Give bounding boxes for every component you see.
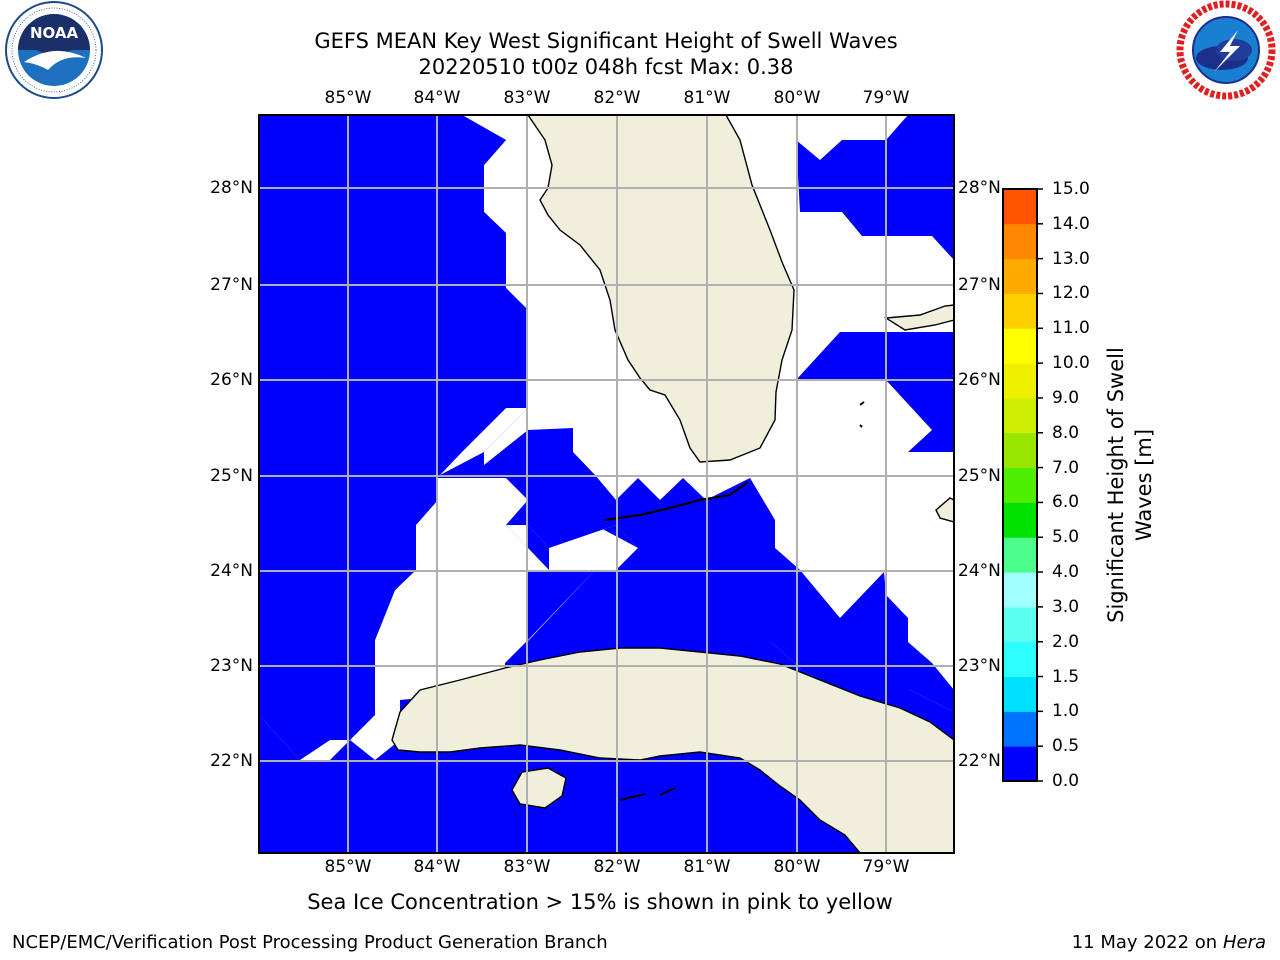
lat-label: 23°N	[210, 656, 253, 676]
land-cuba	[391, 647, 954, 853]
lat-label: 23°N	[958, 656, 1001, 676]
colorbar-tick-label: 14.0	[1052, 213, 1090, 234]
lon-label: 80°W	[773, 88, 821, 108]
colorbar-tick-label: 9.0	[1052, 387, 1080, 408]
colorbar-band	[1003, 467, 1037, 503]
noaa-logo-icon: NOAA	[5, 1, 103, 99]
colorbar-band	[1003, 641, 1037, 678]
colorbar-tick-label: 8.0	[1052, 422, 1080, 443]
colorbar-band	[1003, 258, 1037, 294]
colorbar-band	[1003, 676, 1037, 712]
lon-label: 80°W	[773, 857, 821, 877]
colorbar-band	[1003, 606, 1037, 643]
colorbar-tick-label: 1.5	[1052, 666, 1080, 687]
lon-label: 83°W	[503, 88, 551, 108]
colorbar-tick-label: 0.5	[1052, 736, 1080, 757]
lon-label: 82°W	[593, 88, 641, 108]
colorbar-band	[1003, 572, 1037, 608]
colorbar-tick-label: 13.0	[1052, 248, 1090, 269]
lon-label: 82°W	[593, 857, 641, 877]
map-frame	[258, 114, 955, 854]
colorbar	[1002, 188, 1043, 782]
colorbar-tick-label: 5.0	[1052, 527, 1080, 548]
colorbar-tick-label: 4.0	[1052, 562, 1080, 583]
colorbar-band	[1003, 328, 1037, 364]
colorbar-tick-label: 10.0	[1052, 353, 1090, 374]
colorbar-tick-label: 12.0	[1052, 283, 1090, 304]
colorbar-tick-label: 7.0	[1052, 457, 1080, 478]
footer-host: Hera	[1222, 932, 1266, 953]
lat-label: 28°N	[958, 178, 1001, 198]
lat-label: 28°N	[210, 178, 253, 198]
lon-label: 79°W	[862, 88, 910, 108]
lat-label: 22°N	[958, 751, 1001, 771]
lon-label: 85°W	[324, 857, 372, 877]
lat-label: 27°N	[958, 275, 1001, 295]
colorbar-tick-label: 6.0	[1052, 492, 1080, 513]
colorbar-band	[1003, 397, 1037, 434]
land-florida	[527, 115, 795, 463]
land-isle-of-youth	[511, 767, 567, 809]
chart-subtitle: 20220510 t00z 048h fcst Max: 0.38	[418, 55, 794, 79]
colorbar-tick-label: 15.0	[1052, 179, 1090, 199]
colorbar-tick-label: 11.0	[1052, 318, 1090, 339]
colorbar-tick-label: 3.0	[1052, 596, 1080, 617]
footer-date: 11 May 2022 on Hera	[1072, 932, 1266, 953]
lon-label: 83°W	[503, 857, 551, 877]
lon-label: 81°W	[683, 857, 731, 877]
colorbar-band	[1003, 711, 1037, 747]
lon-label: 79°W	[862, 857, 910, 877]
chart-title: GEFS MEAN Key West Significant Height of…	[314, 29, 898, 53]
lon-label: 84°W	[413, 88, 461, 108]
lat-label: 22°N	[210, 751, 253, 771]
lat-label: 24°N	[958, 561, 1001, 581]
colorbar-band	[1003, 223, 1037, 260]
lat-label: 26°N	[210, 370, 253, 390]
lat-label: 24°N	[210, 561, 253, 581]
colorbar-tick-label: 0.0	[1052, 771, 1080, 791]
lon-label: 84°W	[413, 857, 461, 877]
lat-label: 25°N	[958, 466, 1001, 486]
sea-ice-note: Sea Ice Concentration > 15% is shown in …	[307, 890, 893, 914]
colorbar-band	[1003, 293, 1037, 329]
colorbar-tick-label: 2.0	[1052, 631, 1080, 652]
colorbar-band	[1003, 363, 1037, 399]
colorbar-band	[1003, 189, 1037, 225]
footer-date-text: 11 May 2022 on	[1071, 932, 1218, 953]
svg-text:NOAA: NOAA	[30, 24, 79, 42]
lat-label: 26°N	[958, 370, 1001, 390]
colorbar-band	[1003, 746, 1037, 782]
colorbar-band	[1003, 432, 1037, 469]
map-gridlines	[259, 115, 954, 853]
colorbar-tick-label: 1.0	[1052, 701, 1080, 722]
colorbar-band	[1003, 537, 1037, 573]
lon-label: 81°W	[683, 88, 731, 108]
land-bahamas	[883, 304, 954, 331]
lat-label: 27°N	[210, 275, 253, 295]
footer-credit: NCEP/EMC/Verification Post Processing Pr…	[12, 932, 608, 953]
lat-label: 25°N	[210, 466, 253, 486]
nws-logo-icon	[1176, 0, 1276, 100]
colorbar-band	[1003, 502, 1037, 538]
lon-label: 85°W	[324, 88, 372, 108]
florida-keys	[604, 481, 749, 522]
